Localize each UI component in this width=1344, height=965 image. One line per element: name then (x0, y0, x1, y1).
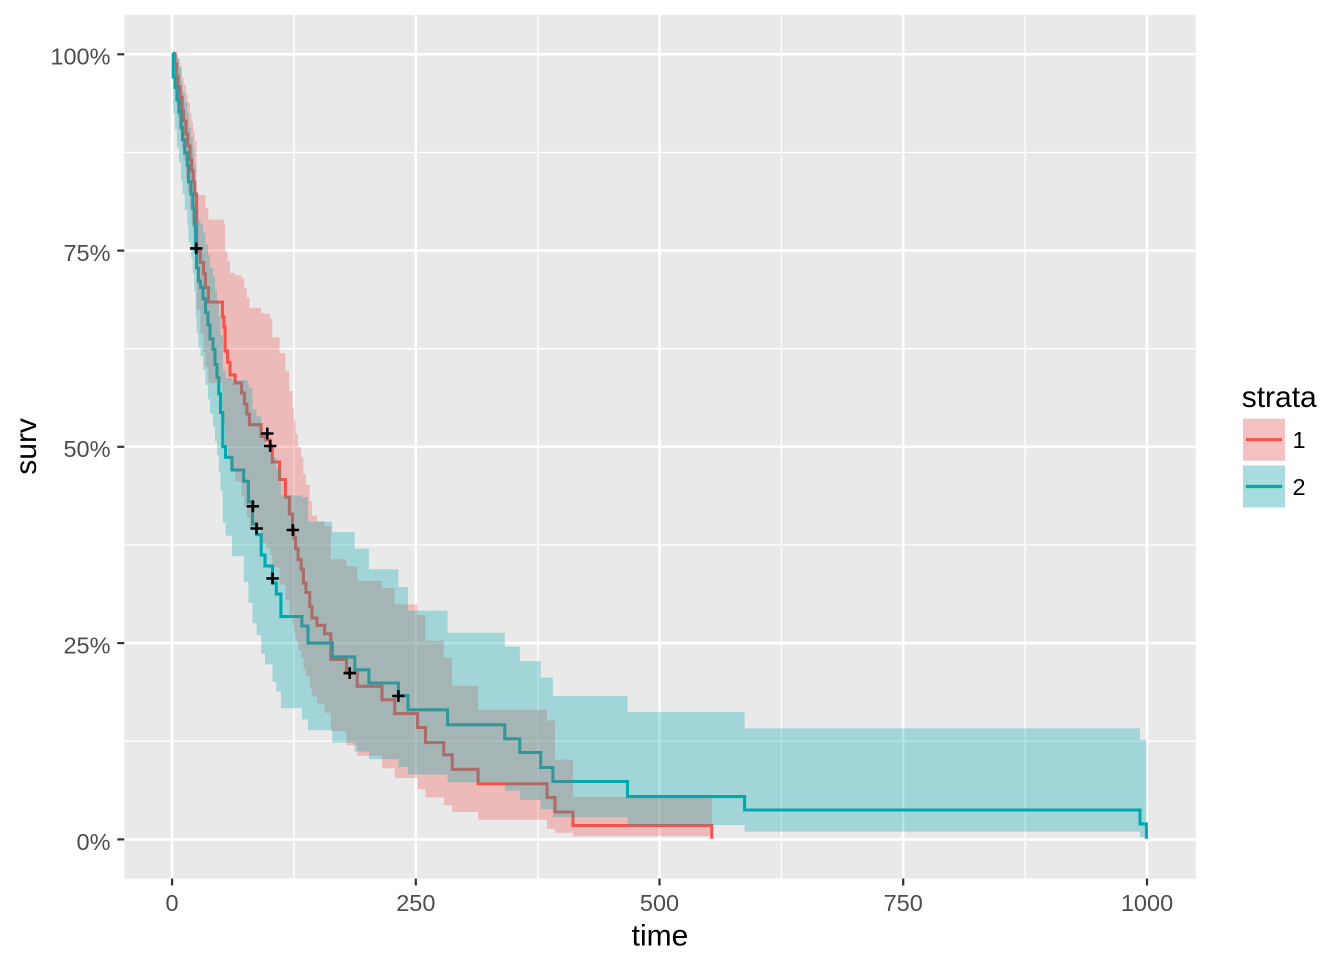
svg-text:750: 750 (884, 890, 923, 916)
svg-text:250: 250 (396, 890, 435, 916)
svg-text:75%: 75% (63, 240, 110, 266)
svg-text:1: 1 (1293, 427, 1306, 453)
svg-text:0: 0 (166, 890, 179, 916)
svg-text:1000: 1000 (1121, 890, 1173, 916)
svg-text:surv: surv (10, 418, 43, 475)
svg-text:0%: 0% (77, 829, 111, 855)
svg-text:time: time (632, 920, 689, 953)
svg-text:100%: 100% (50, 44, 110, 70)
svg-text:2: 2 (1293, 474, 1306, 500)
svg-text:strata: strata (1242, 381, 1317, 414)
svg-text:50%: 50% (63, 436, 110, 462)
svg-text:25%: 25% (63, 633, 110, 659)
svg-text:500: 500 (640, 890, 679, 916)
